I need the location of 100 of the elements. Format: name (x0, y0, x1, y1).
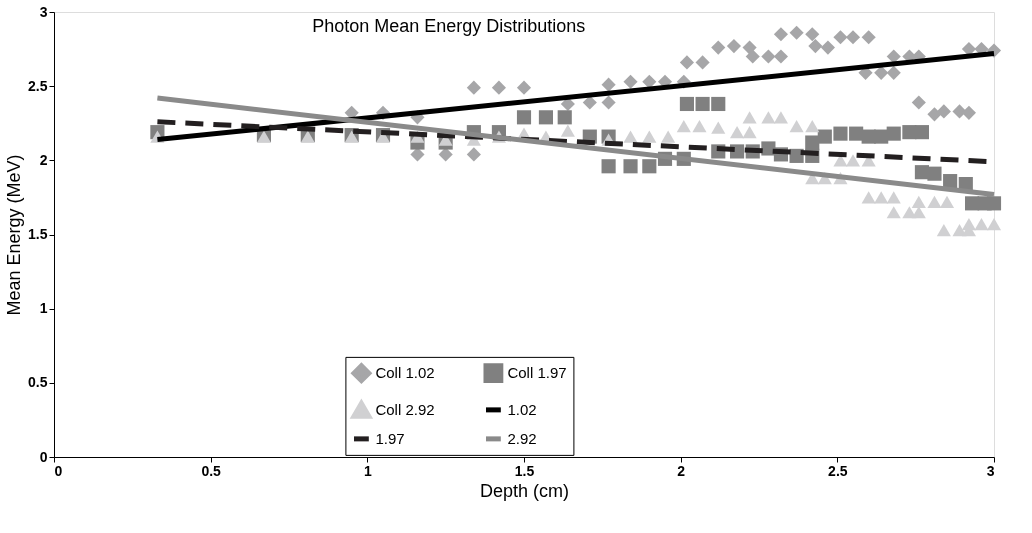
point (986, 217, 1002, 231)
legend-label: 2.92 (507, 429, 537, 447)
point (789, 120, 804, 133)
point (538, 110, 553, 125)
point (845, 30, 861, 45)
point (642, 74, 657, 89)
y-tick-label: 0.5 (28, 374, 48, 391)
point (642, 130, 657, 143)
point (927, 166, 942, 181)
point (557, 110, 572, 125)
point (936, 223, 951, 237)
x-tick-label: 2.5 (828, 462, 848, 479)
point (582, 95, 597, 110)
point (820, 40, 835, 55)
point (927, 195, 942, 208)
legend-label: Coll 1.02 (375, 364, 435, 382)
legend-label: Coll 1.97 (507, 364, 567, 382)
point (805, 120, 820, 133)
point (965, 196, 980, 211)
point (601, 95, 616, 110)
point (773, 27, 788, 42)
point (817, 129, 832, 144)
point (874, 191, 889, 204)
point (886, 126, 901, 141)
point (808, 39, 823, 54)
x-tick-label: 2 (677, 462, 686, 479)
point (789, 25, 804, 40)
point (679, 96, 694, 112)
y-tick-label: 0 (39, 448, 48, 465)
point (676, 120, 691, 133)
point (761, 49, 776, 64)
point (711, 121, 726, 134)
point (961, 105, 976, 120)
x-axis-title: Depth (cm) (479, 480, 570, 501)
x-tick-label: 3 (986, 462, 995, 479)
point (623, 159, 638, 174)
x-tick-label: 0 (54, 462, 63, 479)
point (601, 77, 616, 92)
point (886, 49, 901, 64)
point (742, 40, 757, 55)
point (623, 74, 638, 89)
point (491, 80, 506, 95)
point (742, 111, 757, 124)
point (679, 55, 694, 70)
point (711, 96, 726, 112)
point (805, 27, 820, 42)
point (974, 217, 989, 231)
point (861, 191, 876, 204)
x-tick-label: 0.5 (201, 462, 222, 479)
point (874, 129, 889, 144)
point (886, 65, 901, 80)
point (773, 49, 788, 64)
point (516, 80, 532, 95)
y-tick-label: 1 (39, 300, 48, 317)
point (927, 107, 942, 122)
point (410, 147, 425, 162)
point (773, 111, 788, 124)
point (874, 65, 889, 80)
point (726, 39, 741, 54)
point (623, 130, 638, 143)
point (845, 154, 861, 167)
point (805, 135, 820, 150)
point (695, 96, 710, 112)
point (943, 174, 958, 189)
point (939, 195, 955, 208)
legend-label: 1.02 (507, 400, 537, 418)
point (466, 147, 481, 162)
y-axis-title: Mean Energy (MeV) (4, 154, 25, 316)
point (886, 206, 901, 219)
point (560, 124, 575, 137)
legend-label: 1.97 (375, 429, 405, 447)
point (911, 95, 926, 110)
point (601, 159, 616, 174)
y-tick-label: 1.5 (28, 226, 48, 242)
point (742, 126, 757, 139)
point (886, 191, 901, 204)
point (692, 120, 707, 133)
point (730, 126, 745, 139)
point (833, 30, 848, 45)
y-tick-label: 3 (39, 3, 48, 20)
legend-label: Coll 2.92 (375, 400, 435, 418)
x-tick-label: 1 (363, 462, 372, 479)
point (961, 217, 976, 231)
point (466, 80, 481, 95)
point (914, 125, 929, 140)
point (642, 159, 657, 174)
point (936, 104, 951, 119)
point (516, 110, 532, 125)
y-tick-label: 2 (39, 151, 48, 168)
point (911, 206, 926, 219)
x-tick-label: 1.5 (514, 462, 535, 479)
point (661, 130, 676, 143)
point (849, 126, 864, 141)
point (711, 40, 726, 55)
point (911, 195, 926, 208)
point (986, 196, 1002, 211)
point (438, 147, 453, 162)
point (695, 55, 710, 70)
point (761, 111, 776, 124)
y-tick-label: 2.5 (28, 77, 48, 94)
